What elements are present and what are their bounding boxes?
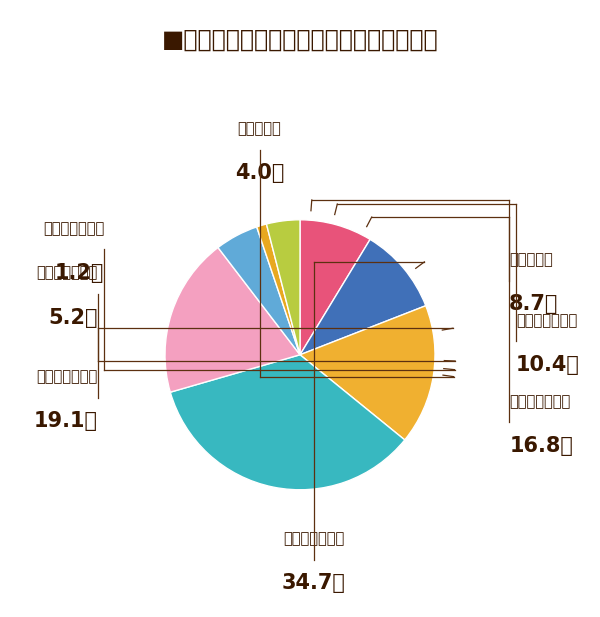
Wedge shape (218, 227, 300, 355)
Text: ７～８万円未満: ７～８万円未満 (36, 265, 97, 281)
Text: ■ランドセルの購入金額はいくらですか？: ■ランドセルの購入金額はいくらですか？ (161, 28, 439, 52)
Wedge shape (300, 305, 435, 440)
Wedge shape (170, 355, 405, 490)
Text: 1.2％: 1.2％ (55, 263, 104, 283)
Text: ４～５万円未満: ４～５万円未満 (509, 394, 571, 409)
Wedge shape (300, 239, 426, 355)
Text: 19.1％: 19.1％ (34, 412, 97, 431)
Text: 5.2％: 5.2％ (48, 307, 97, 328)
Text: ６～７万円未満: ６～７万円未満 (36, 370, 97, 384)
Wedge shape (266, 220, 300, 355)
Text: 34.7％: 34.7％ (281, 573, 346, 594)
Text: 16.8％: 16.8％ (509, 436, 573, 456)
Text: 4.0％: 4.0％ (235, 163, 284, 183)
Wedge shape (300, 220, 370, 355)
Text: ５～６万円未満: ５～６万円未満 (283, 531, 344, 547)
Text: ３万円未満: ３万円未満 (509, 252, 553, 267)
Wedge shape (165, 247, 300, 392)
Text: 8.7％: 8.7％ (509, 294, 559, 314)
Text: ９万円以上: ９万円以上 (238, 121, 281, 136)
Wedge shape (257, 224, 300, 355)
Text: 10.4％: 10.4％ (516, 355, 580, 375)
Text: ３～４万円未満: ３～４万円未満 (516, 313, 577, 328)
Text: ８～９万円未満: ８～９万円未満 (43, 221, 104, 236)
